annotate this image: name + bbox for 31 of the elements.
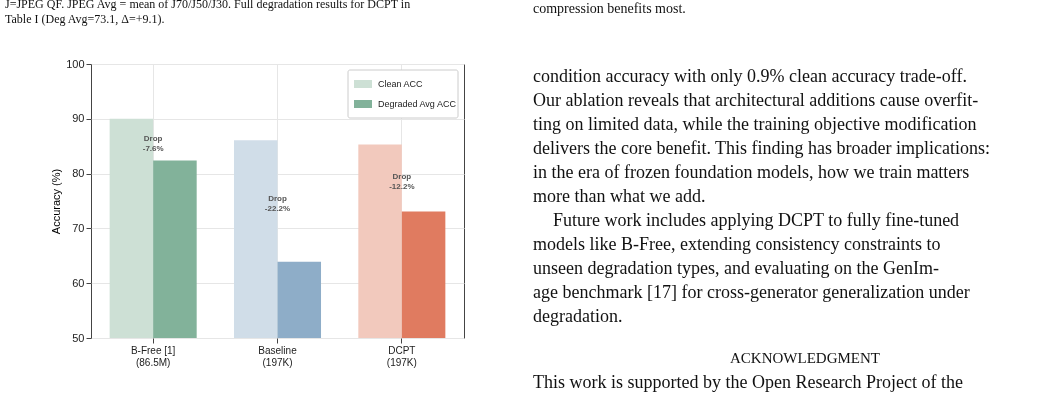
text: This work is supported by the Open Research Project of the bbox=[533, 372, 963, 392]
text: degradation. bbox=[533, 306, 623, 326]
annotation: Drop -22.2% bbox=[264, 193, 291, 213]
text: Our ablation reveals that architectural additions cause overfit- bbox=[533, 90, 979, 110]
text: unseen degradation types, and evaluating on the GenIm- bbox=[533, 258, 939, 278]
y-tick-label: 90 bbox=[72, 112, 85, 125]
x-tick-label: B-Free [1] (86.5M) bbox=[130, 344, 176, 368]
text: ACKNOWLEDGMENT bbox=[730, 350, 880, 366]
y-tick-label: 50 bbox=[72, 331, 85, 344]
text: age benchmark [17] for cross-generator generalization under bbox=[533, 282, 970, 302]
text: Table I (Deg Avg=73.1, Δ=+9.1). bbox=[5, 12, 165, 26]
y-tick-label: 100 bbox=[66, 57, 85, 70]
x-tick-label: DCPT (197K) bbox=[386, 344, 417, 368]
text: ting on limited data, while the training objective modification bbox=[533, 114, 977, 134]
text: condition accuracy with only 0.9% clean accuracy trade-off. bbox=[533, 66, 967, 86]
y-tick-label: 70 bbox=[72, 221, 85, 234]
legend-label: Clean ACC bbox=[378, 79, 424, 89]
text: more than what we add. bbox=[533, 186, 706, 206]
text: Future work includes applying DCPT to fully fine-tuned bbox=[553, 210, 960, 230]
text: J=JPEG QF. JPEG Avg = mean of J70/J50/J30. Full degradation results for DCPT in bbox=[5, 0, 411, 11]
text: compression benefits most. bbox=[533, 1, 686, 16]
annotation: Drop -7.6% bbox=[142, 133, 164, 153]
text: in the era of frozen foundation models, how we train matters bbox=[533, 162, 970, 182]
legend-label: Degraded Avg ACC bbox=[378, 99, 457, 109]
text: models like B-Free, extending consistency constraints to bbox=[533, 234, 941, 254]
annotation: Drop -12.2% bbox=[389, 171, 415, 191]
text: delivers the core benefit. This finding has broader implications: bbox=[533, 138, 991, 158]
y-axis-title: Accuracy (%) bbox=[50, 168, 63, 235]
y-tick-label: 60 bbox=[72, 276, 85, 289]
y-tick-label: 80 bbox=[72, 167, 85, 180]
x-tick-label: Baseline (197K) bbox=[258, 344, 298, 368]
